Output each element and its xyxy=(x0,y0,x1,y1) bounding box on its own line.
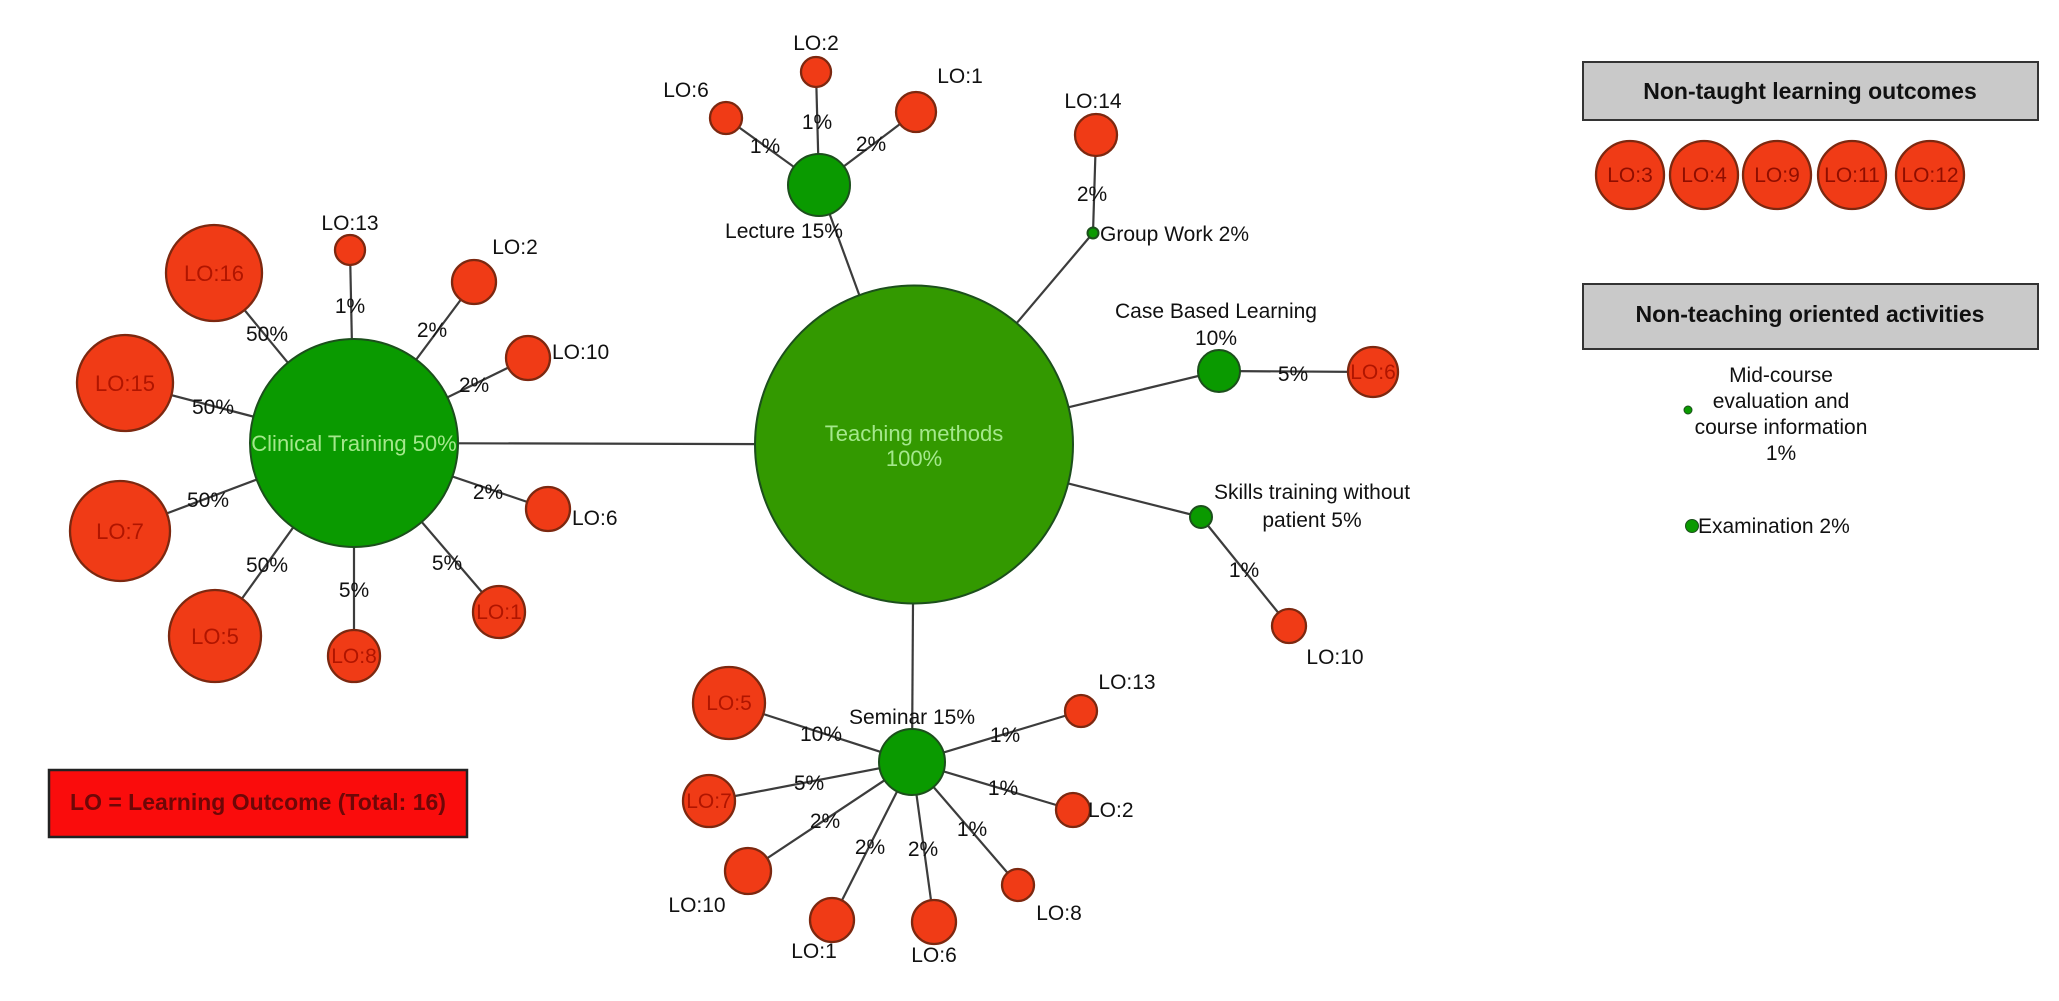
svg-text:5%: 5% xyxy=(794,772,824,795)
svg-text:50%: 50% xyxy=(246,323,288,346)
svg-text:LO:10: LO:10 xyxy=(552,341,609,364)
svg-text:2%: 2% xyxy=(473,481,503,504)
svg-text:LO:1: LO:1 xyxy=(476,601,522,624)
svg-text:LO:12: LO:12 xyxy=(1901,164,1958,187)
svg-text:Examination 2%: Examination 2% xyxy=(1698,515,1850,538)
svg-text:LO:6: LO:6 xyxy=(663,79,709,102)
svg-text:LO = Learning Outcome (Total:: LO = Learning Outcome (Total: 16) xyxy=(70,789,446,815)
svg-text:50%: 50% xyxy=(192,396,234,419)
svg-text:Case Based Learning: Case Based Learning xyxy=(1115,300,1317,323)
svg-text:LO:8: LO:8 xyxy=(331,645,377,668)
svg-text:course information: course information xyxy=(1695,416,1868,439)
svg-text:2%: 2% xyxy=(459,374,489,397)
svg-text:LO:11: LO:11 xyxy=(1824,164,1880,187)
svg-text:LO:13: LO:13 xyxy=(1098,671,1155,694)
svg-text:2%: 2% xyxy=(1077,183,1107,206)
svg-text:LO:4: LO:4 xyxy=(1681,164,1727,187)
svg-text:2%: 2% xyxy=(856,133,886,156)
svg-text:1%: 1% xyxy=(1766,442,1796,465)
svg-text:LO:10: LO:10 xyxy=(668,894,725,917)
svg-text:LO:7: LO:7 xyxy=(96,519,144,544)
svg-text:LO:5: LO:5 xyxy=(706,692,752,715)
svg-text:1%: 1% xyxy=(1229,559,1259,582)
svg-text:Seminar 15%: Seminar 15% xyxy=(849,706,975,729)
svg-text:LO:6: LO:6 xyxy=(1350,361,1396,384)
svg-text:LO:8: LO:8 xyxy=(1036,902,1082,925)
svg-text:1%: 1% xyxy=(335,295,365,318)
svg-text:LO:14: LO:14 xyxy=(1064,90,1122,113)
svg-text:Lecture 15%: Lecture 15% xyxy=(725,220,843,243)
svg-text:2%: 2% xyxy=(908,838,938,861)
svg-text:LO:1: LO:1 xyxy=(937,65,983,88)
svg-text:5%: 5% xyxy=(432,552,462,575)
svg-text:1%: 1% xyxy=(988,777,1018,800)
svg-text:patient 5%: patient 5% xyxy=(1262,509,1361,532)
svg-text:5%: 5% xyxy=(1278,363,1308,386)
svg-text:LO:1: LO:1 xyxy=(791,940,837,963)
svg-text:evaluation and: evaluation and xyxy=(1713,390,1850,413)
svg-text:LO:6: LO:6 xyxy=(911,944,957,967)
svg-text:1%: 1% xyxy=(802,111,832,134)
svg-text:LO:9: LO:9 xyxy=(1754,164,1800,187)
svg-text:LO:16: LO:16 xyxy=(184,261,244,286)
svg-text:50%: 50% xyxy=(187,489,229,512)
svg-text:Skills training without: Skills training without xyxy=(1214,481,1410,504)
svg-text:LO:2: LO:2 xyxy=(793,32,839,55)
svg-text:LO:6: LO:6 xyxy=(572,507,618,530)
svg-text:1%: 1% xyxy=(750,135,780,158)
svg-text:LO:10: LO:10 xyxy=(1306,646,1363,669)
svg-text:50%: 50% xyxy=(246,554,288,577)
svg-text:Group Work 2%: Group Work 2% xyxy=(1100,223,1249,246)
svg-text:2%: 2% xyxy=(417,319,447,342)
svg-text:Non-taught learning outcomes: Non-taught learning outcomes xyxy=(1643,78,1977,104)
svg-text:LO:7: LO:7 xyxy=(686,790,732,813)
svg-text:100%: 100% xyxy=(886,446,942,471)
svg-text:LO:15: LO:15 xyxy=(95,371,155,396)
svg-text:Mid-course: Mid-course xyxy=(1729,364,1833,387)
svg-text:1%: 1% xyxy=(957,818,987,841)
svg-text:1%: 1% xyxy=(990,724,1020,747)
svg-text:LO:3: LO:3 xyxy=(1607,164,1653,187)
svg-text:2%: 2% xyxy=(810,810,840,833)
svg-text:Non-teaching oriented activiti: Non-teaching oriented activities xyxy=(1636,301,1985,327)
svg-text:LO:5: LO:5 xyxy=(191,624,239,649)
svg-text:LO:13: LO:13 xyxy=(321,212,378,235)
svg-text:2%: 2% xyxy=(855,836,885,859)
svg-text:5%: 5% xyxy=(339,579,369,602)
svg-text:10%: 10% xyxy=(800,723,842,746)
svg-text:LO:2: LO:2 xyxy=(1088,799,1134,822)
svg-text:LO:2: LO:2 xyxy=(492,236,538,259)
svg-text:10%: 10% xyxy=(1195,327,1237,350)
svg-text:Clinical Training 50%: Clinical Training 50% xyxy=(251,431,456,456)
svg-text:Teaching methods: Teaching methods xyxy=(825,421,1004,446)
